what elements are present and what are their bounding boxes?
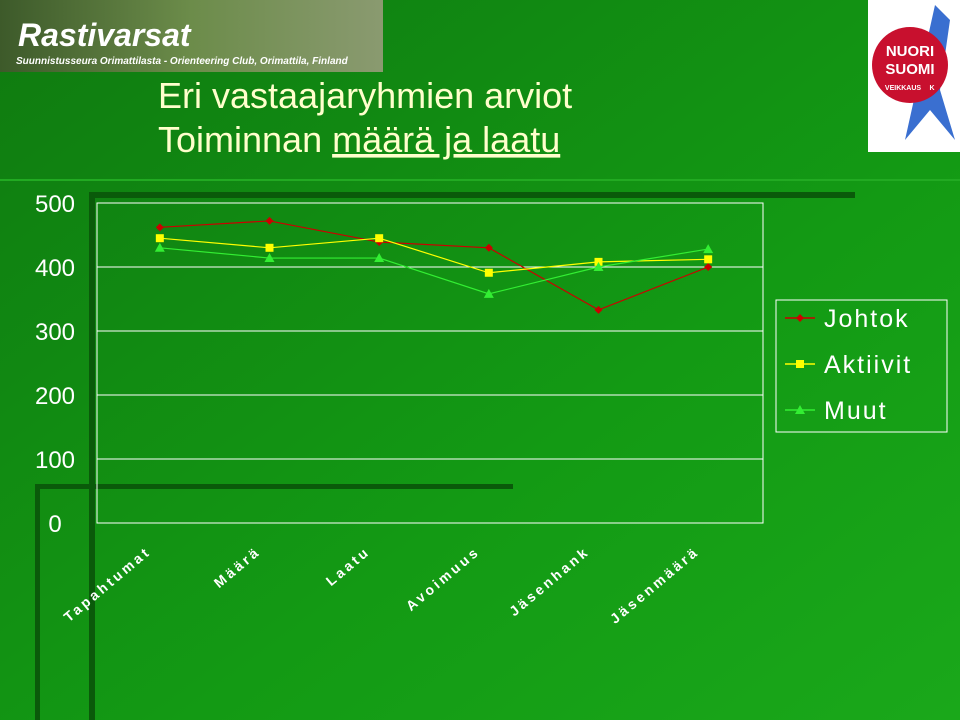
- logo-circle: [872, 27, 948, 103]
- marker: [264, 253, 275, 263]
- brand: Rastivarsat: [18, 17, 192, 53]
- marker: [265, 243, 274, 252]
- deco-bar: [89, 192, 95, 720]
- marker: [704, 263, 713, 271]
- logo-text: SUOMI: [885, 61, 934, 78]
- legend-label: Johtok: [824, 305, 910, 333]
- subtitle-part: määrä ja laatu: [332, 119, 560, 160]
- marker: [703, 244, 714, 254]
- chart-title: Eri vastaajaryhmien arviot: [158, 75, 572, 116]
- logo-text: NUORI: [886, 43, 934, 60]
- marker: [704, 255, 713, 264]
- subtitle-part: Toiminnan: [158, 119, 322, 160]
- marker: [155, 234, 164, 243]
- logo-text: K: [929, 85, 934, 92]
- marker: [265, 216, 274, 225]
- legend-box: [775, 299, 948, 433]
- y-tick-label: 0: [48, 511, 61, 538]
- deco-bar: [35, 484, 40, 720]
- marker: [593, 262, 604, 271]
- marker: [155, 223, 164, 232]
- marker: [796, 314, 804, 322]
- marker: [154, 242, 165, 252]
- y-tick-label: 100: [35, 447, 75, 474]
- y-tick-label: 500: [35, 191, 75, 218]
- legend-label: Aktiivit: [824, 351, 912, 379]
- marker: [374, 253, 385, 263]
- chart-subtitle: Toiminnan määrä ja laatu: [158, 119, 560, 160]
- y-tick-label: 400: [35, 255, 75, 282]
- series-line: [159, 237, 709, 274]
- marker: [484, 243, 493, 252]
- deco-bar: [90, 192, 855, 198]
- marker: [483, 288, 494, 298]
- marker: [594, 257, 603, 266]
- marker: [375, 234, 384, 243]
- y-tick-label: 300: [35, 319, 75, 346]
- marker: [795, 405, 805, 414]
- deco-bar: [35, 484, 513, 489]
- plot-area: [96, 202, 764, 524]
- series-line: [159, 247, 709, 295]
- legend-label: Muut: [824, 397, 888, 425]
- marker: [484, 268, 493, 277]
- marker: [796, 360, 804, 368]
- y-tick-label: 200: [35, 383, 75, 410]
- tagline: Suunnistusseura Orimattilasta - Orientee…: [16, 56, 349, 67]
- banner: [0, 0, 383, 72]
- marker: [594, 305, 603, 314]
- logo-text: VEIKKAUS: [885, 85, 922, 92]
- series-line: [159, 220, 709, 311]
